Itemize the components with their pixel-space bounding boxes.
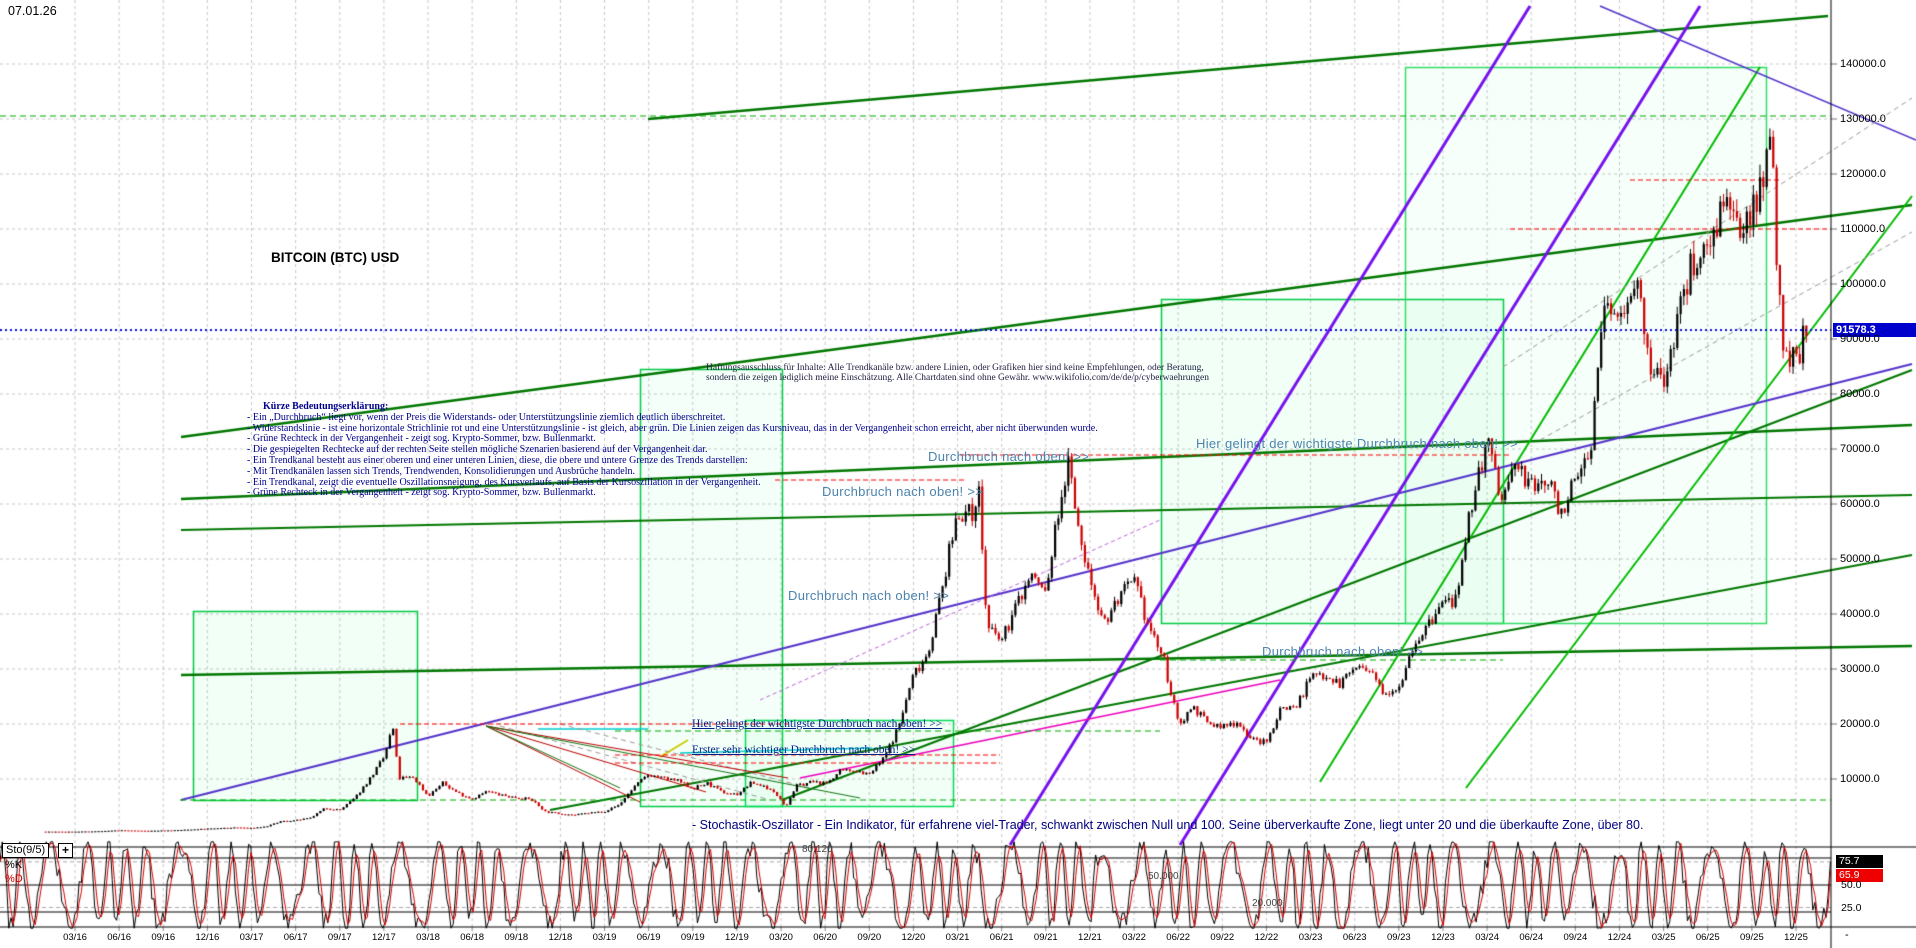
time-axis-tick: 06/21 (989, 932, 1014, 943)
annotation-durchbruch: Hier gelingt der wichtigste Durchbruch n… (1196, 436, 1518, 451)
legend-line: - Widerstandslinie - ist eine horizontal… (247, 422, 1098, 434)
time-axis-tick: 03/22 (1122, 932, 1146, 943)
legend-line: - Die gespiegelten Rechtecke auf der rec… (247, 444, 708, 456)
legend-line: - Grüne Rechteck in der Vergangenheit - … (247, 433, 596, 445)
price-axis-tick: 100000.0 (1840, 277, 1886, 290)
price-axis-tick: 70000.0 (1840, 442, 1880, 455)
annotation-durchbruch: Durchbruch nach oben! >> (1262, 644, 1424, 659)
time-axis-tick: 12/16 (195, 932, 220, 943)
time-axis-tick: 09/17 (327, 932, 352, 943)
legend-block: Kürze Bedeutungserklärung: - Ein „Durchb… (247, 401, 1098, 499)
time-axis-tick: 12/19 (725, 932, 749, 943)
price-axis-tick: 120000.0 (1840, 167, 1886, 180)
legend-line: - Grüne Rechteck in der Vergangenheit - … (247, 487, 596, 499)
legend-lines: - Ein „Durchbruch“ liegt vor, wenn der P… (247, 411, 1098, 499)
legend-line: - Ein Trendkanal besteht aus einer obere… (247, 454, 748, 466)
time-axis-tick: 06/16 (107, 932, 132, 943)
time-axis-tick: 03/23 (1298, 932, 1323, 943)
time-axis-tick: 12/22 (1254, 932, 1279, 943)
legend-line: - Ein „Durchbruch“ liegt vor, wenn der P… (247, 411, 726, 423)
time-axis-tick: 06/17 (283, 932, 308, 943)
time-axis-tick: 09/19 (680, 932, 705, 943)
stochastic-level-label: 20.000 (1252, 898, 1283, 909)
time-axis-tick: 12/25 (1784, 932, 1808, 943)
stochastic-level-label: 50.000 (1148, 871, 1179, 882)
annotation-durchbruch: Erster sehr wichtiger Durchbruch nach ob… (692, 744, 916, 756)
percent-d-label: %D (5, 873, 23, 885)
annotation-durchbruch: Durchbruch nach oben! >> (928, 449, 1090, 464)
time-axis-tick: 12/17 (372, 932, 396, 943)
current-date-label: 07.01.26 (8, 4, 57, 18)
time-axis-tick: 03/25 (1651, 932, 1676, 943)
percent-k-value-badge: 75.7 (1836, 855, 1883, 868)
time-axis-tick: 09/25 (1739, 932, 1764, 943)
time-axis-tick: 03/19 (592, 932, 617, 943)
legend-heading: Kürze Bedeutungserklärung: (263, 401, 389, 412)
time-axis-tick: 06/20 (813, 932, 838, 943)
time-axis-tick: 03/17 (239, 932, 264, 943)
price-axis-tick: 140000.0 (1840, 57, 1886, 70)
time-axis-tick: 12/21 (1078, 932, 1102, 943)
chart-title: BITCOIN (BTC) USD (271, 250, 400, 265)
time-axis-tick: 06/25 (1695, 932, 1720, 943)
time-axis-tick: 03/18 (416, 932, 440, 943)
time-axis-tick: 09/20 (857, 932, 882, 943)
disclaimer-line-2: sondern die zeigen lediglich meine Einsc… (706, 372, 1209, 383)
time-axis-tick: 09/21 (1033, 932, 1058, 943)
time-axis-tick: 06/19 (636, 932, 661, 943)
time-axis-end-mark: - (1845, 929, 1849, 941)
disclaimer-text: Haftungsausschluss für Inhalte: Alle Tre… (706, 363, 1209, 383)
legend-line: - Ein Trendkanal, zeigt die eventuelle O… (247, 476, 761, 488)
time-axis-tick: 12/18 (548, 932, 573, 943)
stochastic-indicator-label: Sto(9/5) (2, 843, 50, 858)
price-axis-tick: 50000.0 (1840, 552, 1880, 565)
time-axis-tick: 12/23 (1431, 932, 1455, 943)
price-axis-tick: 60000.0 (1840, 497, 1880, 510)
time-axis-tick: 06/23 (1342, 932, 1367, 943)
time-axis-tick: 06/24 (1519, 932, 1544, 943)
stochastic-description: - Stochastik-Oszillator - Ein Indikator,… (692, 818, 1644, 832)
annotation-durchbruch: Hier gelingt der wichtigste Durchbruch n… (692, 718, 943, 730)
time-axis-tick: 06/18 (460, 932, 485, 943)
price-axis-tick: 20000.0 (1840, 717, 1880, 730)
time-axis-tick: 03/20 (769, 932, 793, 943)
price-axis-tick: 110000.0 (1840, 222, 1886, 235)
stochastic-axis-label: 50.0 (1841, 879, 1862, 891)
stochastic-axis-label: 25.0 (1841, 901, 1862, 914)
price-axis-tick: 80000.0 (1840, 387, 1880, 400)
time-axis-tick: 06/22 (1166, 932, 1191, 943)
time-axis-tick: 09/24 (1563, 932, 1588, 943)
annotation-durchbruch: Durchbruch nach oben! >> (822, 484, 984, 499)
add-indicator-button[interactable]: + (58, 843, 73, 858)
time-axis-tick: 09/18 (504, 932, 529, 943)
stochastic-level-label: 80.120 (802, 844, 833, 855)
time-axis-tick: 12/24 (1607, 932, 1632, 943)
time-axis-tick: 09/23 (1386, 932, 1411, 943)
price-axis-tick: 30000.0 (1840, 662, 1880, 675)
percent-k-label: %K (5, 859, 23, 871)
time-axis-tick: 09/16 (151, 932, 176, 943)
price-axis-tick: 40000.0 (1840, 607, 1880, 620)
disclaimer-line-1: Haftungsausschluss für Inhalte: Alle Tre… (706, 363, 1204, 373)
annotation-durchbruch: Durchbruch nach oben! >> (788, 588, 950, 603)
time-axis-tick: 12/20 (901, 932, 926, 943)
time-axis-tick: 03/16 (63, 932, 87, 943)
current-price-badge: 91578.3 (1833, 323, 1916, 337)
time-axis-tick: 03/24 (1475, 932, 1499, 943)
time-axis-tick: 03/21 (945, 932, 970, 943)
price-axis-tick: 130000.0 (1840, 112, 1886, 125)
percent-d-value-badge: 65.9 (1836, 869, 1883, 882)
time-axis-tick: 09/22 (1210, 932, 1235, 943)
price-axis-tick: 90000.0 (1840, 332, 1880, 345)
price-axis-tick: 10000.0 (1840, 772, 1880, 785)
legend-line: - Mit Trendkanälen lassen sich Trends, T… (247, 465, 636, 477)
